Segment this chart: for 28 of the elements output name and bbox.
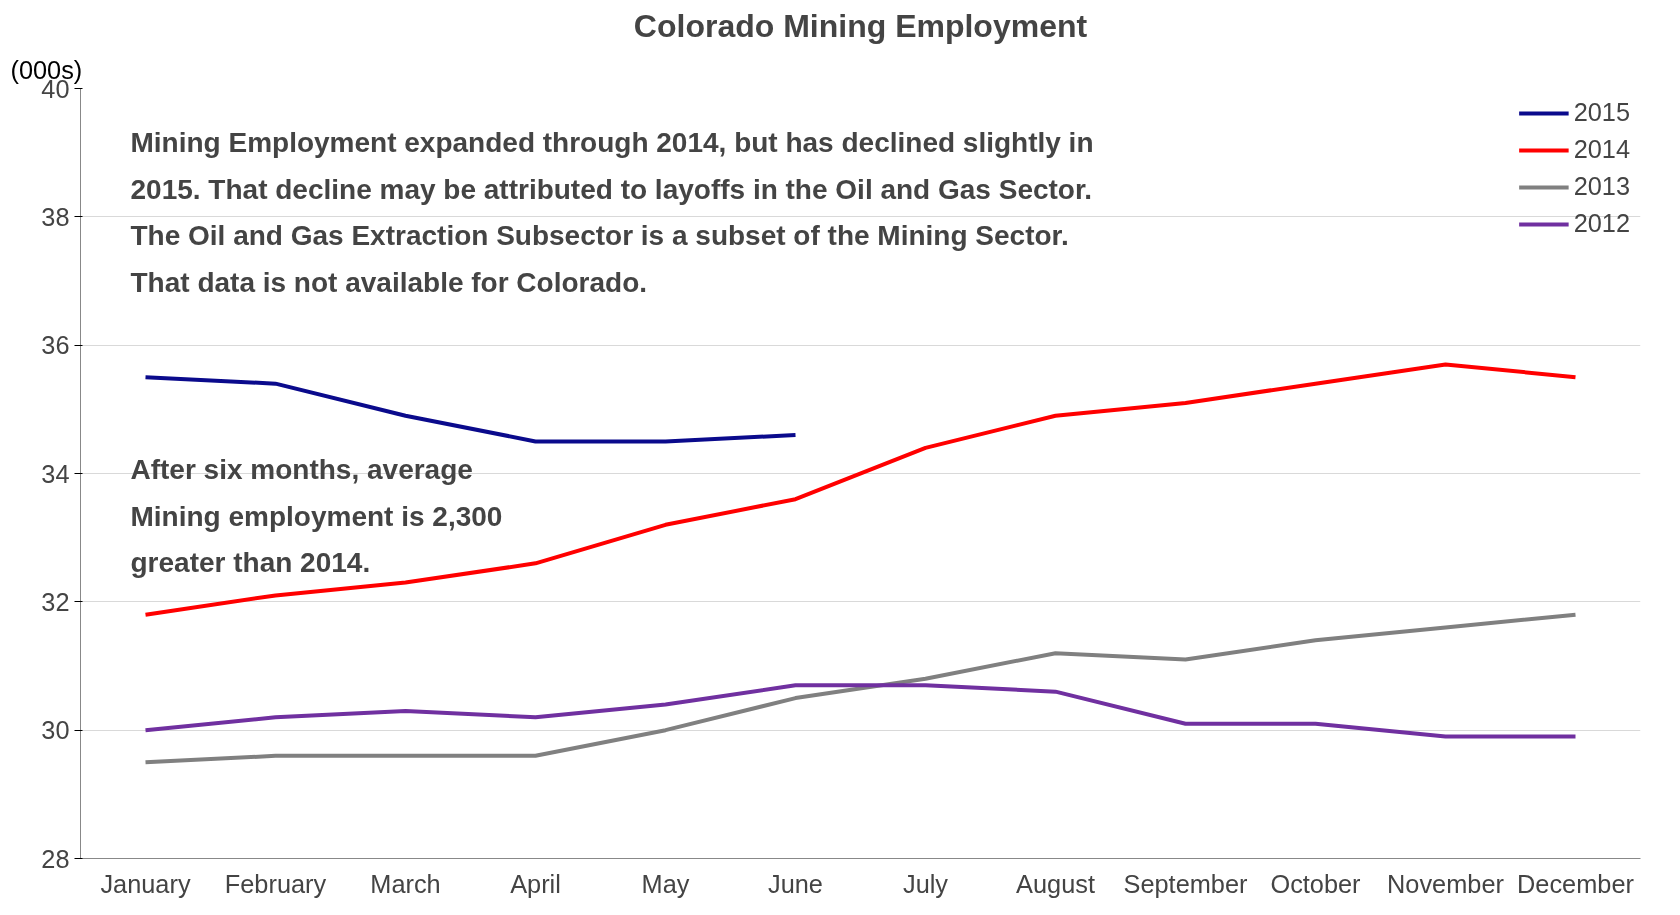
x-tick-label: July [902, 869, 949, 898]
x-tick-label: February [224, 869, 327, 898]
x-tick-label: November [1387, 869, 1505, 898]
x-tick-label: September [1123, 869, 1249, 898]
y-tick-label: 30 [41, 716, 70, 745]
y-tick-label: 38 [41, 202, 70, 231]
x-tick-label: October [1270, 869, 1362, 898]
x-tick-label: January [100, 869, 191, 898]
x-tick-label: March [370, 869, 441, 898]
line-series [143, 375, 798, 444]
x-tick-label: April [510, 869, 561, 898]
y-tick-label: 32 [41, 587, 70, 616]
legend-label: 2013 [1573, 172, 1630, 201]
line-series [143, 612, 1578, 765]
annotation: After six months, average Mining employment is 2,300 greater than 2014. [130, 454, 503, 579]
annotation: Mining Employment expanded through 2014, but has declined slightly in 2015. That decline may be attributed to layoffs in the Oil and Gas Sector. The Oil and Gas Extraction Subsector is a subset of the Mining Sector. That data is not available for Colorado. [130, 127, 1094, 298]
chart-title: Colorado Mining Employment [633, 7, 1088, 44]
y-tick-label: 28 [41, 844, 70, 873]
legend-label: 2015 [1573, 98, 1630, 127]
legend-label: 2014 [1573, 135, 1630, 164]
x-tick-label: May [641, 869, 690, 898]
y-tick-label: 36 [41, 331, 70, 360]
x-tick-label: August [1016, 869, 1095, 898]
y-tick-label: 34 [41, 459, 70, 488]
line-series [143, 683, 1578, 739]
x-tick-label: December [1517, 869, 1635, 898]
x-tick-label: June [768, 869, 823, 898]
legend-label: 2012 [1573, 209, 1630, 238]
